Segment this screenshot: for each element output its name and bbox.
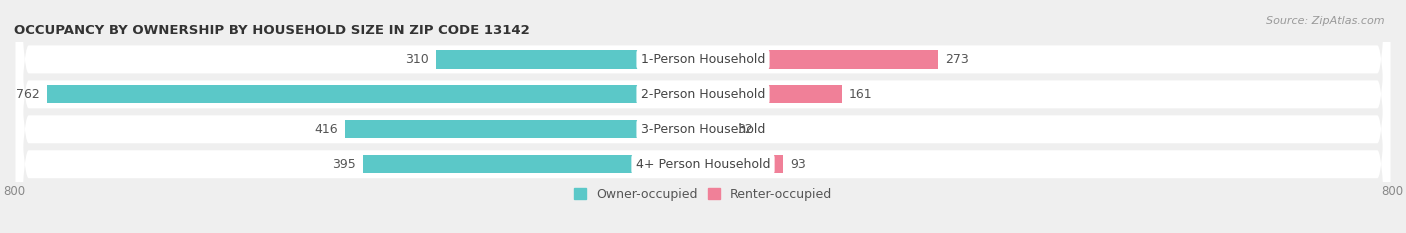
Text: Source: ZipAtlas.com: Source: ZipAtlas.com xyxy=(1267,16,1385,26)
Text: 395: 395 xyxy=(332,158,356,171)
Bar xyxy=(703,50,938,69)
Text: 93: 93 xyxy=(790,158,806,171)
Text: 273: 273 xyxy=(945,53,969,66)
Bar xyxy=(436,50,703,69)
Bar xyxy=(363,155,703,173)
Text: 32: 32 xyxy=(738,123,754,136)
Text: 310: 310 xyxy=(405,53,429,66)
Text: 4+ Person Household: 4+ Person Household xyxy=(636,158,770,171)
Bar xyxy=(46,85,703,103)
FancyBboxPatch shape xyxy=(15,0,1391,233)
FancyBboxPatch shape xyxy=(15,0,1391,233)
Text: 416: 416 xyxy=(314,123,337,136)
FancyBboxPatch shape xyxy=(15,0,1391,233)
Bar xyxy=(703,155,783,173)
Text: 1-Person Household: 1-Person Household xyxy=(641,53,765,66)
Bar xyxy=(703,120,731,138)
Text: 2-Person Household: 2-Person Household xyxy=(641,88,765,101)
Text: 3-Person Household: 3-Person Household xyxy=(641,123,765,136)
Legend: Owner-occupied, Renter-occupied: Owner-occupied, Renter-occupied xyxy=(574,188,832,201)
Text: 161: 161 xyxy=(849,88,872,101)
Text: 762: 762 xyxy=(15,88,39,101)
Text: OCCUPANCY BY OWNERSHIP BY HOUSEHOLD SIZE IN ZIP CODE 13142: OCCUPANCY BY OWNERSHIP BY HOUSEHOLD SIZE… xyxy=(14,24,530,37)
FancyBboxPatch shape xyxy=(15,0,1391,233)
Bar xyxy=(344,120,703,138)
Bar xyxy=(703,85,842,103)
